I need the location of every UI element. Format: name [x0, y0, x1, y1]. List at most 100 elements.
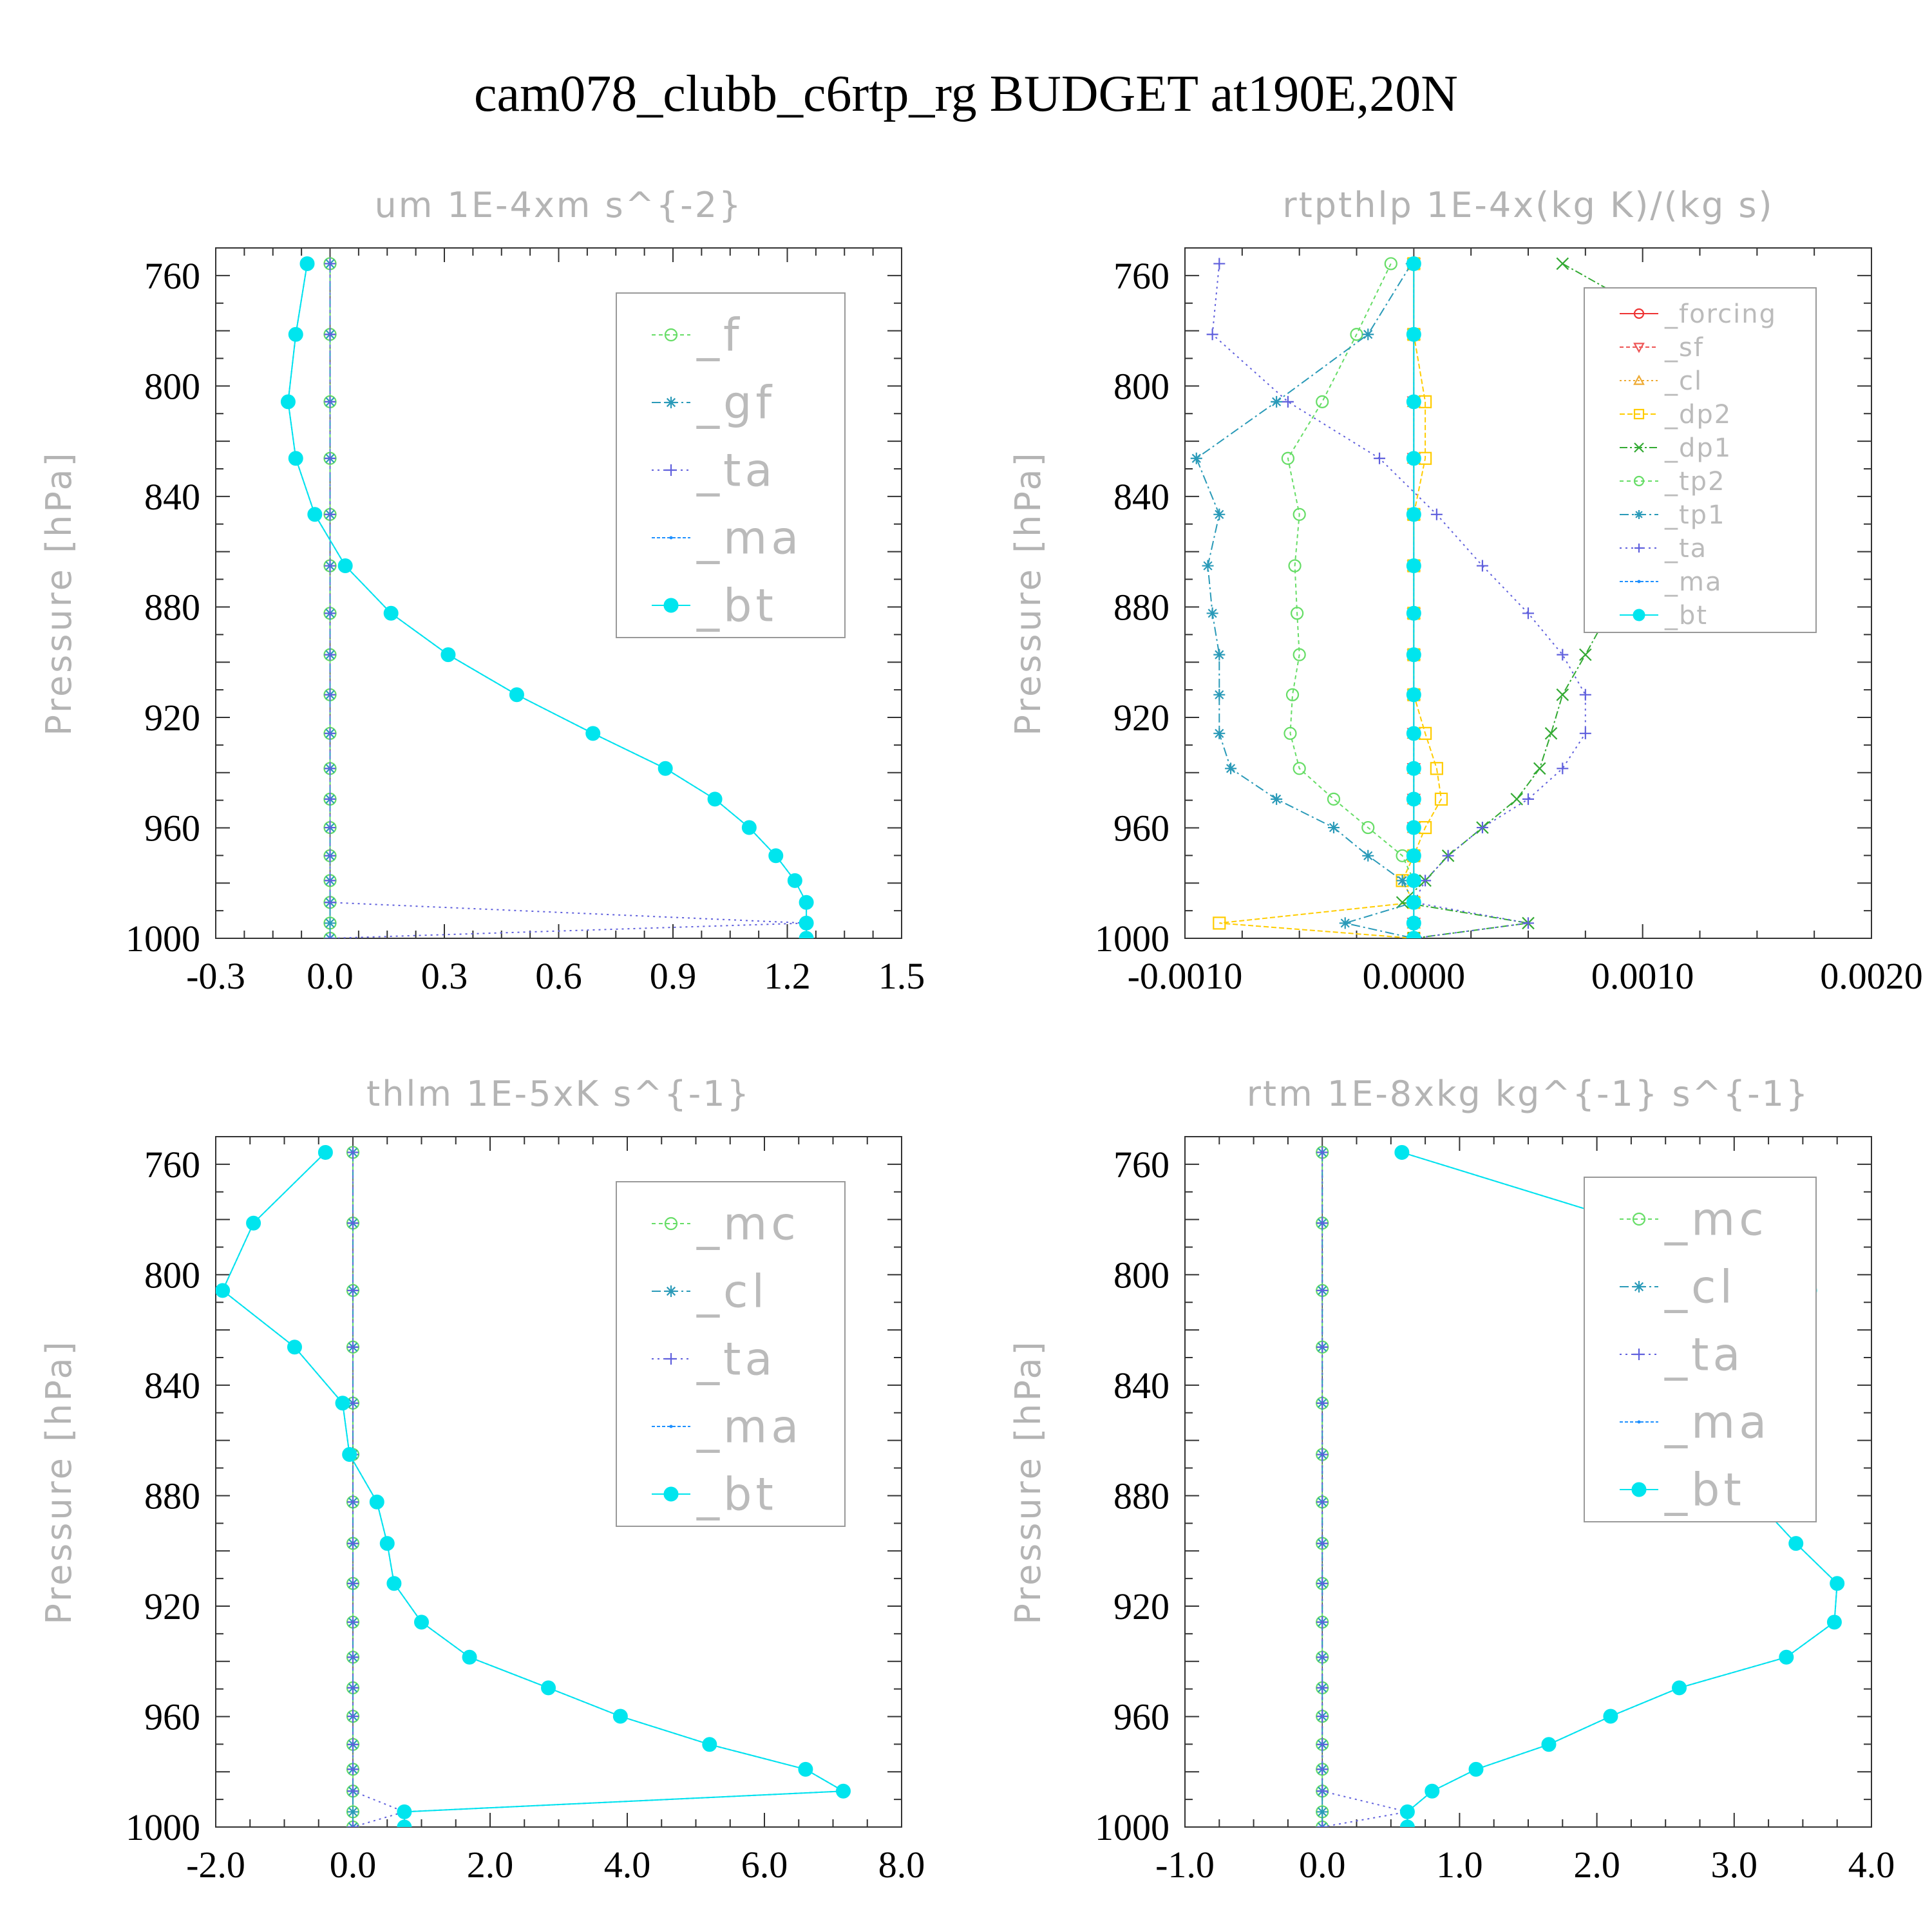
data-point-ta	[347, 1681, 359, 1694]
legend-marker	[665, 1285, 677, 1297]
y-axis-label: Pressure [hPa]	[39, 1339, 79, 1624]
data-point-ta	[347, 1710, 359, 1723]
data-point-ta	[1316, 1710, 1329, 1723]
data-point-ta	[324, 875, 336, 887]
legend-label: _bt	[696, 580, 777, 632]
legend-label: _tp1	[1664, 500, 1726, 530]
data-point-ta	[347, 1821, 359, 1827]
y-tick-label: 760	[144, 255, 200, 297]
legend-marker	[1633, 1281, 1645, 1293]
y-tick-label: 960	[1113, 1696, 1170, 1738]
data-point-bt	[299, 256, 315, 271]
legend-marker	[664, 328, 678, 342]
y-axis-label: Pressure [hPa]	[39, 450, 79, 735]
y-tick-label: 1000	[126, 918, 200, 960]
y-tick-label: 1000	[126, 1806, 200, 1848]
legend-label: _forcing	[1664, 299, 1777, 329]
data-point-tp1	[1271, 793, 1283, 805]
y-tick-label: 800	[1113, 365, 1170, 407]
data-point-cl	[347, 1806, 359, 1818]
data-point-tp2	[1283, 726, 1297, 740]
legend-label: _mc	[696, 1198, 800, 1251]
data-point-tp1	[1327, 822, 1340, 834]
y-tick-label: 1000	[1095, 918, 1170, 960]
data-point-bt	[317, 1144, 333, 1160]
data-point-tp1	[1225, 762, 1237, 775]
data-point-ta	[1206, 328, 1218, 341]
data-point-ta	[324, 607, 336, 620]
data-point-bt	[658, 761, 673, 776]
data-point-bt	[1672, 1680, 1687, 1696]
legend-marker	[664, 1217, 678, 1231]
data-point-bt	[216, 1283, 231, 1298]
x-tick-label: 0.9	[650, 955, 697, 997]
data-point-tp2	[1293, 762, 1306, 775]
legend-label: _ma	[696, 1401, 802, 1454]
data-point-bt	[1406, 451, 1421, 466]
data-point-dp1	[1396, 896, 1409, 909]
legend-label: _tp2	[1664, 467, 1726, 497]
data-point-bt	[1406, 931, 1421, 938]
data-point-ta	[1316, 1616, 1329, 1628]
data-point-bt	[1788, 1536, 1804, 1551]
data-point-bt	[1830, 1576, 1845, 1591]
data-point-bt	[799, 915, 814, 931]
data-point-ta	[347, 1284, 359, 1296]
data-point-ta	[1374, 452, 1386, 464]
data-point-dp1	[1533, 762, 1546, 775]
data-point-ta	[347, 1616, 359, 1628]
y-tick-label: 760	[1113, 1144, 1170, 1186]
legend-label: _ta	[696, 444, 776, 497]
x-tick-label: 4.0	[604, 1844, 651, 1886]
legend-label: _dp1	[1664, 433, 1732, 463]
x-tick-label: 0.6	[535, 955, 582, 997]
x-tick-label: 0.3	[421, 955, 468, 997]
data-point-ta	[1316, 1448, 1329, 1461]
data-point-ta	[347, 1785, 359, 1797]
data-point-ta	[1316, 1397, 1329, 1409]
data-point-ta	[324, 793, 336, 805]
data-point-tp1	[1206, 607, 1218, 620]
legend: _f _gf _ta _ma _bt	[616, 292, 846, 638]
chart-panel-4: rtm 1E-8xkg kg^{-1} s^{-1} Pressure [hPa]…	[1008, 1074, 1895, 1886]
data-point-bt	[1603, 1709, 1618, 1724]
data-point-tp1	[1339, 917, 1351, 929]
legend-label: _ta	[1664, 1329, 1744, 1381]
data-point-tp2	[1291, 607, 1304, 620]
data-point-bt	[287, 1340, 302, 1355]
figure-title: cam078_clubb_c6rtp_rg BUDGET at190E,20N	[474, 66, 1458, 122]
data-point-bt	[707, 791, 723, 807]
legend-marker	[665, 397, 677, 408]
data-point-bt	[369, 1494, 384, 1510]
legend-marker	[1634, 544, 1643, 553]
y-tick-label: 840	[1113, 476, 1170, 518]
data-point-ta	[1316, 1284, 1329, 1296]
legend-marker	[1633, 475, 1645, 487]
legend-label: _ma	[696, 512, 802, 565]
data-point-ta	[1419, 875, 1432, 887]
data-point-ta	[1476, 822, 1488, 834]
x-tick-label: 0.0000	[1363, 955, 1466, 997]
legend-label: _ma	[1664, 567, 1722, 597]
data-point-bt	[799, 895, 814, 910]
data-point-dp1	[1510, 793, 1524, 806]
data-point-ta	[1316, 1763, 1329, 1776]
x-tick-label: -1.0	[1155, 1844, 1215, 1886]
legend-label: _sf	[1664, 333, 1704, 363]
legend-label: _ma	[1664, 1396, 1770, 1449]
chart-panel-3: thlm 1E-5xK s^{-1} Pressure [hPa] 760 800 84…	[39, 1074, 925, 1886]
y-tick-label: 840	[144, 476, 200, 518]
data-point-bt	[335, 1396, 350, 1411]
data-point-ta	[1522, 793, 1534, 805]
legend-label: _cl	[1664, 1261, 1736, 1314]
legend-marker	[1633, 609, 1645, 621]
x-tick-label: 2.0	[1573, 1844, 1620, 1886]
data-point-bt	[288, 327, 303, 342]
data-point-bt	[246, 1215, 261, 1231]
data-point-ta	[347, 1738, 359, 1750]
data-point-ta	[324, 328, 336, 341]
data-point-ta	[324, 762, 336, 775]
y-tick-label: 800	[144, 365, 200, 407]
data-point-bt	[612, 1709, 628, 1724]
data-point-ta	[1522, 607, 1534, 620]
